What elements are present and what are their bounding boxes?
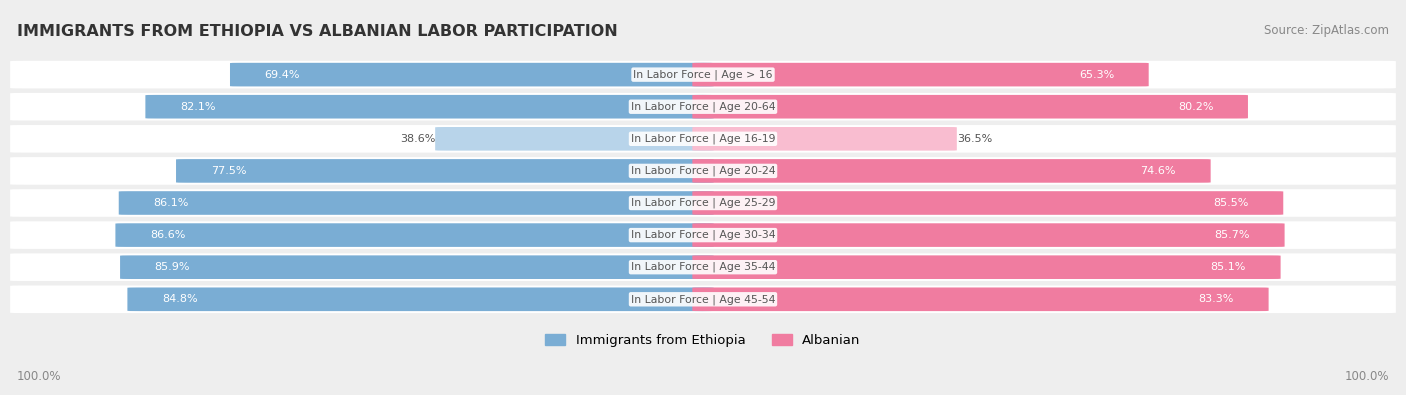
Text: In Labor Force | Age 20-64: In Labor Force | Age 20-64 [631,102,775,112]
FancyBboxPatch shape [115,223,714,247]
FancyBboxPatch shape [10,221,1396,249]
Text: 74.6%: 74.6% [1140,166,1175,176]
Text: 85.5%: 85.5% [1213,198,1249,208]
Text: 84.8%: 84.8% [162,294,198,304]
Text: 86.6%: 86.6% [150,230,186,240]
Text: In Labor Force | Age 35-44: In Labor Force | Age 35-44 [631,262,775,273]
FancyBboxPatch shape [10,125,1396,152]
FancyBboxPatch shape [692,95,1249,118]
Text: IMMIGRANTS FROM ETHIOPIA VS ALBANIAN LABOR PARTICIPATION: IMMIGRANTS FROM ETHIOPIA VS ALBANIAN LAB… [17,24,617,39]
Text: In Labor Force | Age 20-24: In Labor Force | Age 20-24 [631,166,775,176]
Text: In Labor Force | Age 30-34: In Labor Force | Age 30-34 [631,230,775,240]
Text: In Labor Force | Age 45-54: In Labor Force | Age 45-54 [631,294,775,305]
Text: In Labor Force | Age 16-19: In Labor Force | Age 16-19 [631,134,775,144]
FancyBboxPatch shape [118,191,714,215]
Text: 77.5%: 77.5% [211,166,246,176]
FancyBboxPatch shape [692,191,1284,215]
FancyBboxPatch shape [145,95,714,118]
Text: 86.1%: 86.1% [153,198,188,208]
Text: 85.1%: 85.1% [1211,262,1246,272]
FancyBboxPatch shape [231,63,714,87]
Text: 69.4%: 69.4% [264,70,299,80]
Legend: Immigrants from Ethiopia, Albanian: Immigrants from Ethiopia, Albanian [540,328,866,352]
FancyBboxPatch shape [10,286,1396,313]
FancyBboxPatch shape [692,159,1211,183]
Text: 83.3%: 83.3% [1198,294,1234,304]
Text: 38.6%: 38.6% [399,134,436,144]
Text: 80.2%: 80.2% [1178,102,1213,112]
FancyBboxPatch shape [176,159,714,183]
Text: 65.3%: 65.3% [1078,70,1114,80]
FancyBboxPatch shape [10,93,1396,120]
Text: 85.7%: 85.7% [1215,230,1250,240]
FancyBboxPatch shape [436,127,714,150]
FancyBboxPatch shape [10,61,1396,88]
Text: 36.5%: 36.5% [957,134,993,144]
FancyBboxPatch shape [120,256,714,279]
FancyBboxPatch shape [10,253,1396,281]
Text: In Labor Force | Age > 16: In Labor Force | Age > 16 [633,70,773,80]
Text: 100.0%: 100.0% [1344,370,1389,383]
Text: In Labor Force | Age 25-29: In Labor Force | Age 25-29 [631,198,775,208]
FancyBboxPatch shape [692,127,957,150]
FancyBboxPatch shape [10,157,1396,185]
Text: 82.1%: 82.1% [180,102,215,112]
FancyBboxPatch shape [10,189,1396,217]
FancyBboxPatch shape [692,223,1285,247]
FancyBboxPatch shape [692,288,1268,311]
FancyBboxPatch shape [692,63,1149,87]
FancyBboxPatch shape [128,288,714,311]
Text: 100.0%: 100.0% [17,370,62,383]
FancyBboxPatch shape [692,256,1281,279]
Text: Source: ZipAtlas.com: Source: ZipAtlas.com [1264,24,1389,37]
Text: 85.9%: 85.9% [155,262,190,272]
